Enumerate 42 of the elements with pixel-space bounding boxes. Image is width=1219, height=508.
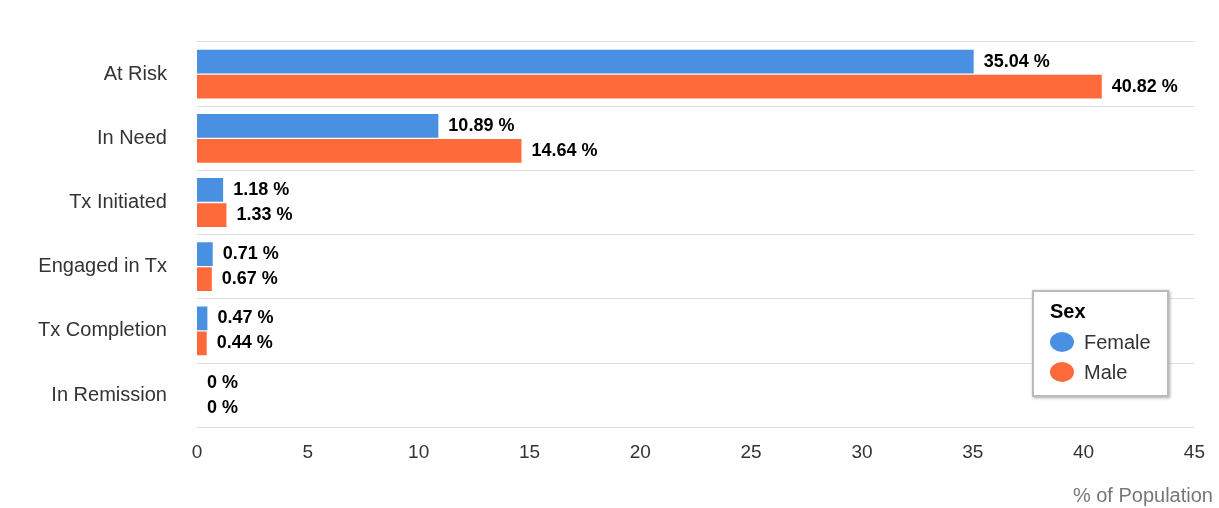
y-tick-label: In Need: [96, 125, 167, 148]
x-tick-label: 10: [408, 440, 430, 462]
data-label: 0.71 %: [222, 243, 279, 264]
y-tick-label: Engaged in Tx: [38, 254, 167, 277]
data-label: 14.64 %: [531, 139, 598, 160]
data-label: 40.82 %: [1111, 75, 1178, 96]
data-label: 1.33 %: [236, 203, 293, 224]
bar: [196, 306, 208, 331]
y-tick-label: Tx Completion: [38, 318, 167, 341]
x-tick-label: 30: [851, 440, 873, 462]
y-tick-label: In Remission: [51, 382, 167, 405]
x-tick-label: 5: [302, 440, 314, 462]
data-label: 0 %: [206, 396, 239, 417]
x-tick-label: 15: [518, 440, 541, 462]
data-label: 0.67 %: [221, 268, 278, 289]
bar: [196, 138, 522, 163]
data-label: 10.89 %: [448, 114, 515, 135]
legend-label: Male: [1084, 360, 1128, 384]
data-label: 0.44 %: [216, 332, 273, 353]
x-tick-label: 45: [1183, 440, 1205, 462]
x-tick-label: 20: [629, 440, 651, 462]
data-label: 35.04 %: [983, 50, 1050, 71]
x-tick-label: 0: [191, 440, 203, 462]
legend-label: Female: [1084, 330, 1151, 354]
y-tick-label: At Risk: [103, 61, 168, 84]
bar: [196, 74, 1102, 99]
legend-title: Sex: [1050, 300, 1087, 323]
bar: [196, 178, 224, 202]
bar: [196, 267, 212, 292]
x-tick-label: 35: [962, 440, 984, 462]
x-axis-title: % of Population: [1072, 484, 1213, 507]
y-tick-label: Tx Initiated: [69, 190, 167, 213]
data-label: 0 %: [206, 371, 239, 392]
bar: [196, 203, 227, 227]
bar: [196, 331, 207, 356]
x-tick-label: 25: [740, 440, 762, 462]
data-label: 0.47 %: [217, 307, 274, 328]
bar: [196, 113, 439, 138]
bar: [196, 49, 974, 74]
bar: [196, 242, 213, 267]
x-tick-label: 40: [1073, 440, 1095, 462]
data-label: 1.18 %: [233, 178, 290, 199]
